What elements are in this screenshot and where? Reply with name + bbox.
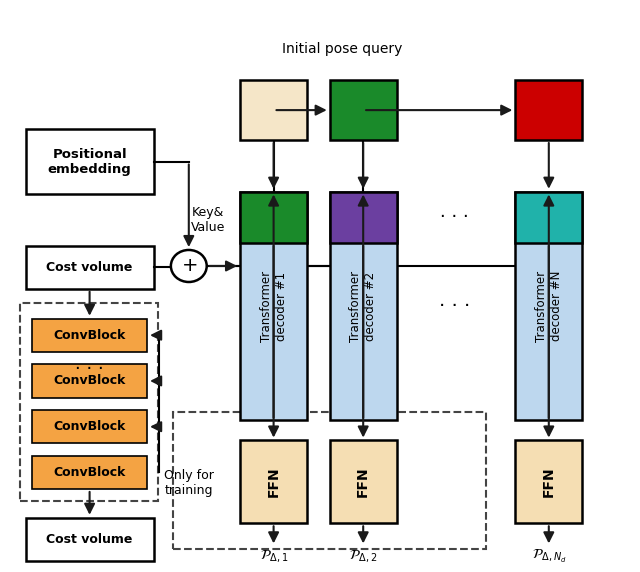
Text: ConvBlock: ConvBlock	[53, 466, 126, 479]
Text: $+$: $+$	[180, 256, 197, 276]
FancyBboxPatch shape	[515, 192, 582, 420]
Text: Transformer
decoder #2: Transformer decoder #2	[349, 271, 377, 341]
FancyBboxPatch shape	[330, 440, 397, 523]
Text: · · ·: · · ·	[440, 208, 468, 227]
Text: Initial pose query: Initial pose query	[282, 42, 403, 55]
FancyBboxPatch shape	[32, 456, 147, 489]
FancyBboxPatch shape	[26, 246, 154, 289]
Text: $\mathcal{P}_{\Delta, N_d}$: $\mathcal{P}_{\Delta, N_d}$	[532, 547, 566, 565]
FancyBboxPatch shape	[32, 319, 147, 352]
Text: · · ·: · · ·	[439, 296, 470, 316]
Text: ConvBlock: ConvBlock	[53, 375, 126, 387]
FancyBboxPatch shape	[240, 440, 307, 523]
Text: Transformer
decoder #N: Transformer decoder #N	[535, 271, 563, 341]
FancyBboxPatch shape	[515, 80, 582, 140]
Text: FFN: FFN	[267, 467, 280, 497]
FancyBboxPatch shape	[32, 364, 147, 398]
FancyBboxPatch shape	[32, 410, 147, 443]
FancyBboxPatch shape	[330, 80, 397, 140]
Text: FFN: FFN	[542, 467, 556, 497]
Circle shape	[171, 250, 207, 282]
FancyBboxPatch shape	[240, 192, 307, 420]
FancyBboxPatch shape	[330, 192, 397, 243]
Text: · · ·: · · ·	[76, 360, 104, 378]
Text: Cost volume: Cost volume	[47, 533, 132, 546]
Text: Only for
training: Only for training	[164, 470, 214, 497]
FancyBboxPatch shape	[26, 129, 154, 194]
FancyBboxPatch shape	[330, 192, 397, 420]
FancyBboxPatch shape	[26, 518, 154, 561]
FancyBboxPatch shape	[240, 80, 307, 140]
Text: Transformer
decoder #1: Transformer decoder #1	[260, 271, 287, 341]
Text: ConvBlock: ConvBlock	[53, 329, 126, 341]
Text: $\mathcal{P}_{\Delta, 2}$: $\mathcal{P}_{\Delta, 2}$	[349, 548, 378, 564]
Text: Cost volume: Cost volume	[47, 261, 132, 274]
Text: Positional
embedding: Positional embedding	[48, 148, 131, 176]
Text: FFN: FFN	[356, 467, 370, 497]
FancyBboxPatch shape	[515, 440, 582, 523]
FancyBboxPatch shape	[240, 192, 307, 243]
Text: Key&
Value: Key& Value	[191, 206, 225, 234]
Text: ConvBlock: ConvBlock	[53, 420, 126, 433]
FancyBboxPatch shape	[515, 192, 582, 243]
Text: $\mathcal{P}_{\Delta, 1}$: $\mathcal{P}_{\Delta, 1}$	[260, 548, 288, 564]
